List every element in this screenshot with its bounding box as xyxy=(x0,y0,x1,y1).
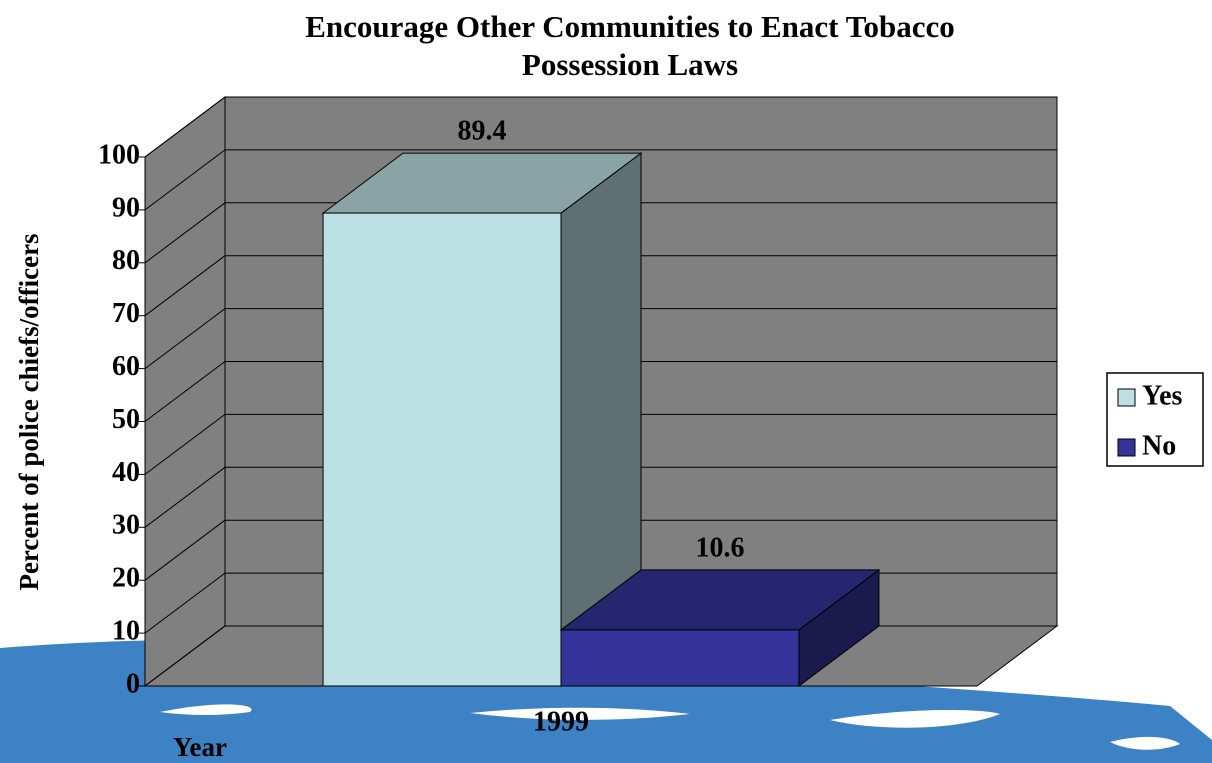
y-tick-label: 50 xyxy=(112,404,140,435)
y-tick-label: 40 xyxy=(112,457,140,488)
grid-line xyxy=(144,361,226,422)
value-label: 10.6 xyxy=(695,532,744,563)
value-label: 89.4 xyxy=(458,115,507,146)
y-tick-label: 70 xyxy=(112,298,140,329)
y-axis-label: Percent of police chiefs/officers xyxy=(14,233,44,590)
grid-line xyxy=(144,149,226,211)
grid-line xyxy=(144,466,226,528)
grid-line xyxy=(144,413,226,475)
y-tick-label: 10 xyxy=(112,616,140,647)
legend-label: Yes xyxy=(1142,380,1183,411)
grid-line xyxy=(144,519,226,581)
grid-line xyxy=(144,625,226,687)
legend-swatch xyxy=(1117,388,1136,407)
x-tick-label: 1999 xyxy=(533,706,589,737)
grid-line xyxy=(144,308,226,370)
legend-swatch xyxy=(1117,438,1136,457)
bar xyxy=(322,212,562,687)
grid-line xyxy=(144,255,226,317)
grid-line xyxy=(144,572,226,634)
y-tick-label: 60 xyxy=(112,351,140,382)
grid-line xyxy=(144,202,226,264)
plot-area: 0 10 20 30 40 50 60 70 80 90 100 1999 89.4 10.6 xyxy=(98,96,1059,737)
y-tick-label: 30 xyxy=(112,510,140,541)
y-tick-label: 20 xyxy=(112,563,140,594)
bar xyxy=(560,629,800,687)
chart-title: Encourage Other Communities to Enact Tob… xyxy=(305,9,955,82)
y-tick-label: 80 xyxy=(112,245,140,276)
legend-label: No xyxy=(1142,430,1176,461)
y-tick-label: 0 xyxy=(126,668,140,699)
grid-line xyxy=(144,96,226,158)
y-tick-label: 100 xyxy=(98,139,140,170)
y-tick-label: 90 xyxy=(112,192,140,223)
x-axis-label: Year xyxy=(173,732,227,762)
